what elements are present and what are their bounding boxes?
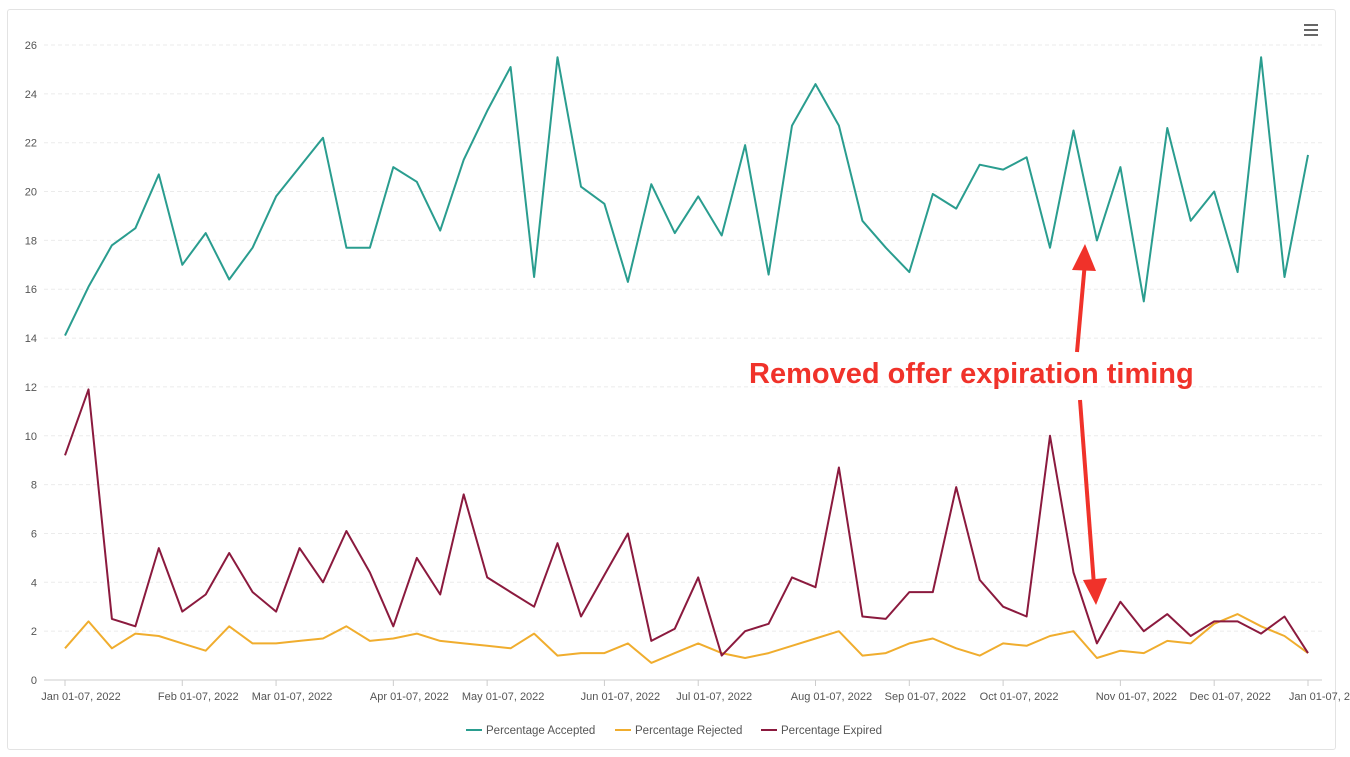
menu-bar bbox=[1304, 29, 1318, 31]
y-tick-label: 20 bbox=[25, 187, 37, 199]
legend-item-label[interactable]: Percentage Accepted bbox=[486, 725, 595, 737]
x-tick-label: Jun 01-07, 2022 bbox=[581, 691, 661, 703]
y-tick-label: 10 bbox=[25, 431, 37, 443]
series-layer bbox=[64, 56, 1309, 664]
x-tick-label: Apr 01-07, 2022 bbox=[370, 691, 449, 703]
x-tick-label: Oct 01-07, 2022 bbox=[980, 691, 1059, 703]
x-tick-label: Jan 01-07, 2022 bbox=[41, 691, 121, 703]
menu-bar bbox=[1304, 34, 1318, 36]
y-tick-label: 24 bbox=[25, 89, 37, 101]
y-tick-label: 0 bbox=[31, 675, 37, 687]
x-tick-label: May 01-07, 2022 bbox=[462, 691, 545, 703]
x-tick-label: Jan 01-07, 2... bbox=[1289, 691, 1350, 703]
annotation-arrowhead-up bbox=[1072, 244, 1096, 271]
hamburger-menu-icon[interactable] bbox=[1304, 24, 1318, 38]
y-tick-label: 16 bbox=[25, 284, 37, 296]
x-tick-label: Feb 01-07, 2022 bbox=[158, 691, 239, 703]
x-tick-label: Jul 01-07, 2022 bbox=[676, 691, 752, 703]
series-line-percentage-expired[interactable] bbox=[64, 388, 1309, 657]
y-tick-label: 26 bbox=[25, 40, 37, 52]
y-tick-label: 12 bbox=[25, 382, 37, 394]
x-tick-label: Nov 01-07, 2022 bbox=[1096, 691, 1177, 703]
x-axis: Jan 01-07, 2022 Feb 01-07, 2022 Mar 01-07,… bbox=[41, 679, 1350, 703]
y-tick-label: 18 bbox=[25, 235, 37, 247]
legend: Percentage Accepted Percentage Rejected Pe… bbox=[466, 725, 882, 737]
y-tick-label: 14 bbox=[25, 333, 37, 345]
annotation-text: Removed offer expiration timing bbox=[749, 358, 1194, 390]
y-tick-label: 8 bbox=[31, 480, 37, 492]
x-tick-label: Dec 01-07, 2022 bbox=[1190, 691, 1271, 703]
grid-layer bbox=[44, 44, 1322, 632]
x-tick-label: Mar 01-07, 2022 bbox=[252, 691, 333, 703]
y-tick-label: 4 bbox=[31, 577, 37, 589]
series-line-percentage-accepted[interactable] bbox=[64, 56, 1309, 337]
annotation-arrowhead-down bbox=[1083, 578, 1107, 605]
x-tick-label: Sep 01-07, 2022 bbox=[885, 691, 966, 703]
annotation-arrow-down bbox=[1078, 399, 1096, 586]
y-tick-label: 22 bbox=[25, 138, 37, 150]
menu-bar bbox=[1304, 24, 1318, 26]
series-line-percentage-rejected[interactable] bbox=[64, 613, 1309, 664]
x-tick-label: Aug 01-07, 2022 bbox=[791, 691, 872, 703]
annotation-layer: Removed offer expiration timing bbox=[749, 244, 1194, 605]
y-tick-label: 6 bbox=[31, 528, 37, 540]
legend-item-label[interactable]: Percentage Rejected bbox=[635, 725, 742, 737]
annotation-arrow-up bbox=[1075, 261, 1087, 353]
legend-item-label[interactable]: Percentage Expired bbox=[781, 725, 882, 737]
y-tick-label: 2 bbox=[31, 626, 37, 638]
